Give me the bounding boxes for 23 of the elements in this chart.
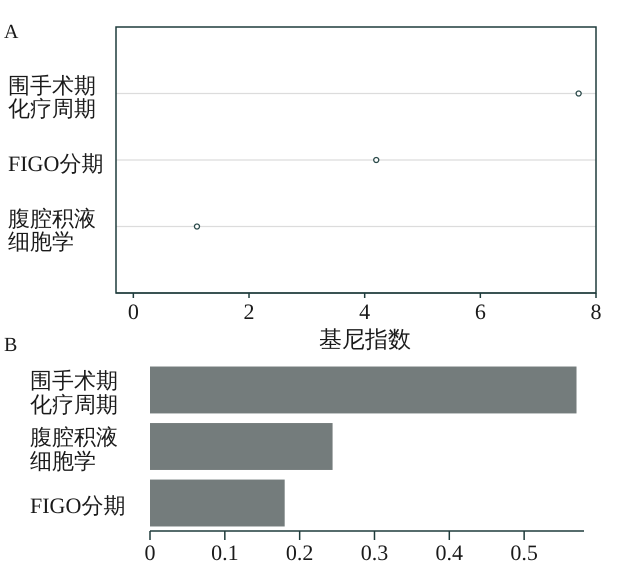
chart-title: A <box>4 21 19 43</box>
y-tick-label: FIGO分期 <box>8 150 104 176</box>
x-tick-label: 0 <box>128 299 139 324</box>
chart-title: B <box>4 334 18 356</box>
y-tick-label: 腹腔积液细胞学 <box>8 206 96 254</box>
x-tick-label: 4 <box>359 299 370 324</box>
x-tick-label: 0.1 <box>211 540 239 565</box>
bar <box>150 366 577 414</box>
x-tick-label: 6 <box>474 299 486 324</box>
x-tick-label: 0.2 <box>286 540 314 565</box>
x-tick-label: 0.4 <box>436 540 464 565</box>
x-tick-label: 0 <box>144 540 156 565</box>
bar <box>150 480 285 526</box>
x-tick-label: 8 <box>590 299 602 324</box>
y-tick-label: 围手术期化疗周期 <box>30 367 118 416</box>
y-tick-label: 围手术期化疗周期 <box>8 72 96 120</box>
x-tick-label: 0.3 <box>360 540 388 565</box>
bar <box>150 423 333 470</box>
x-tick-label: 0.5 <box>510 540 538 565</box>
x-axis-title: 基尼指数 <box>319 327 411 352</box>
y-tick-label: FIGO分期 <box>30 492 126 518</box>
y-tick-label: 腹腔积液细胞学 <box>30 424 118 473</box>
x-tick-label: 2 <box>244 299 255 324</box>
